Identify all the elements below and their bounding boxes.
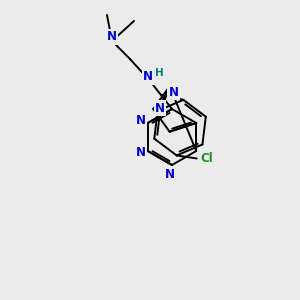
- Text: N: N: [136, 115, 146, 128]
- Text: N: N: [143, 70, 153, 83]
- Text: N: N: [107, 31, 117, 44]
- Text: N: N: [169, 86, 178, 99]
- Text: N: N: [136, 146, 146, 160]
- Text: N: N: [155, 101, 165, 115]
- Text: N: N: [165, 167, 175, 181]
- Text: H: H: [154, 68, 164, 78]
- Text: Cl: Cl: [200, 152, 213, 165]
